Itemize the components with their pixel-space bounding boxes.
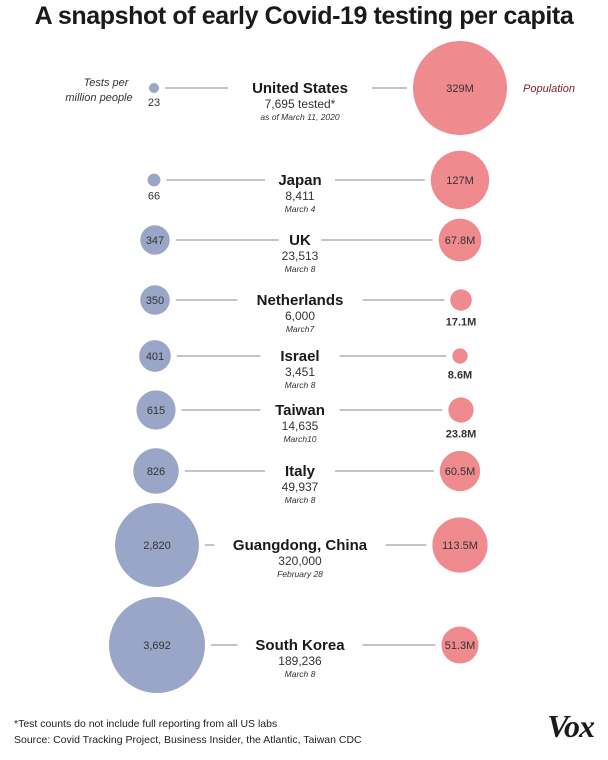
- population-value-united-states: 329M: [446, 83, 474, 95]
- population-bubble-uk: [438, 218, 482, 262]
- tests-value-israel: 401: [146, 351, 164, 363]
- country-label-uk: UK: [289, 232, 311, 249]
- population-value-italy: 60.5M: [445, 466, 476, 478]
- test-date-south-korea: March 8: [285, 669, 316, 679]
- tests-bubble-guangdong-china: [115, 503, 199, 587]
- population-value-taiwan: 23.8M: [446, 429, 477, 441]
- right-axis-label: Population: [523, 83, 575, 95]
- country-label-netherlands: Netherlands: [257, 292, 344, 309]
- tests-value-japan: 66: [148, 190, 160, 202]
- test-date-guangdong-china: February 28: [277, 569, 323, 579]
- tests-value-guangdong-china: 2,820: [143, 540, 171, 552]
- population-value-japan: 127M: [446, 175, 474, 187]
- tests-value-italy: 826: [147, 466, 165, 478]
- tested-count-south-korea: 189,236: [278, 654, 322, 668]
- population-value-uk: 67.8M: [445, 235, 476, 247]
- tests-bubble-italy: [133, 448, 179, 494]
- country-label-japan: Japan: [278, 172, 321, 189]
- tests-bubble-japan: [147, 173, 161, 187]
- tested-count-taiwan: 14,635: [282, 419, 319, 433]
- tests-value-taiwan: 615: [147, 405, 165, 417]
- country-label-italy: Italy: [285, 463, 316, 480]
- tested-count-japan: 8,411: [285, 189, 314, 203]
- population-value-israel: 8.6M: [448, 370, 472, 382]
- population-bubble-italy: [439, 450, 481, 492]
- test-date-japan: March 4: [285, 204, 316, 214]
- tests-value-united-states: 23: [148, 97, 160, 109]
- chart-title: A snapshot of early Covid-19 testing per…: [34, 2, 574, 30]
- country-label-south-korea: South Korea: [255, 637, 345, 654]
- population-value-south-korea: 51.3M: [445, 640, 476, 652]
- tests-value-south-korea: 3,692: [143, 640, 171, 652]
- source-note: Source: Covid Tracking Project, Business…: [14, 734, 362, 746]
- footnote: *Test counts do not include full reporti…: [14, 718, 278, 730]
- tested-count-guangdong-china: 320,000: [278, 554, 322, 568]
- population-value-netherlands: 17.1M: [446, 317, 477, 329]
- population-bubble-japan: [430, 150, 490, 210]
- left-axis-label-line2: million people: [65, 92, 132, 104]
- country-label-israel: Israel: [280, 348, 319, 365]
- test-date-taiwan: March10: [283, 434, 316, 444]
- country-label-guangdong-china: Guangdong, China: [233, 537, 368, 554]
- tested-count-uk: 23,513: [282, 249, 319, 263]
- left-axis-label-line1: Tests per: [84, 77, 130, 89]
- tested-count-italy: 49,937: [282, 480, 319, 494]
- vox-logo: Vox: [547, 708, 595, 744]
- tested-count-israel: 3,451: [285, 365, 315, 379]
- tests-bubble-uk: [140, 225, 170, 255]
- population-bubble-united-states: [413, 41, 507, 135]
- population-bubble-guangdong-china: [432, 517, 488, 573]
- test-date-italy: March 8: [285, 495, 316, 505]
- country-label-taiwan: Taiwan: [275, 402, 325, 419]
- population-bubble-south-korea: [441, 626, 479, 664]
- tested-count-united-states: 7,695 tested*: [265, 97, 336, 111]
- population-value-guangdong-china: 113.5M: [442, 540, 478, 552]
- tests-bubble-south-korea: [109, 597, 205, 693]
- tests-bubble-taiwan: [136, 390, 176, 430]
- tests-bubble-israel: [139, 340, 171, 372]
- population-bubble-netherlands: [450, 289, 472, 311]
- country-label-united-states: United States: [252, 80, 348, 97]
- tests-bubble-netherlands: [140, 285, 170, 315]
- tests-value-uk: 347: [146, 235, 164, 247]
- population-bubble-taiwan: [448, 397, 474, 423]
- test-date-uk: March 8: [285, 264, 316, 274]
- test-date-united-states: as of March 11, 2020: [260, 112, 339, 122]
- population-bubble-israel: [452, 348, 468, 364]
- tests-value-netherlands: 350: [146, 295, 164, 307]
- bubble-chart: Tests per million people Population 23 329M U…: [65, 41, 575, 693]
- tests-bubble-united-states: [149, 83, 159, 93]
- test-date-israel: March 8: [285, 380, 316, 390]
- test-date-netherlands: March7: [286, 324, 315, 334]
- tested-count-netherlands: 6,000: [285, 309, 315, 323]
